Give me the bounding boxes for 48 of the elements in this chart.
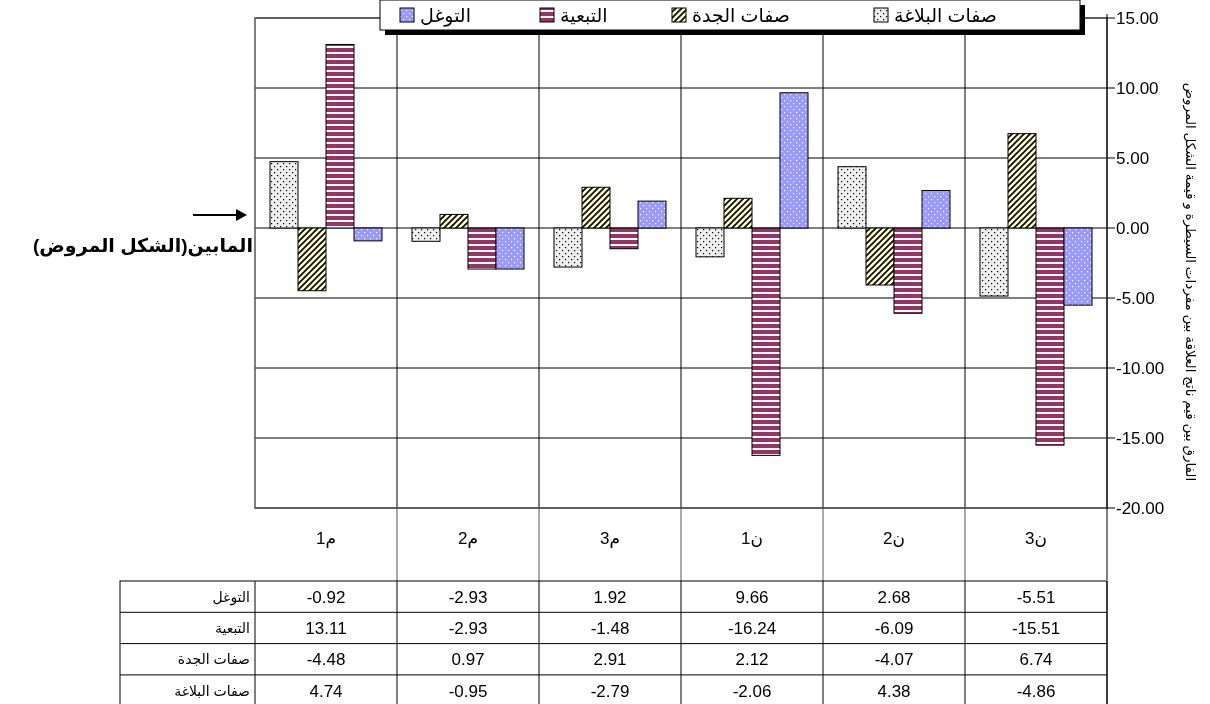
y-tick-label: 10.00: [1116, 79, 1159, 98]
x-tick-label: ن3: [1025, 529, 1047, 548]
x-tick-label: ن1: [741, 529, 763, 548]
data-label: -5.51: [1016, 587, 1056, 607]
data-label: -1.48: [590, 618, 630, 638]
data-label: -2.93: [448, 618, 488, 638]
data-label: 2.12: [735, 650, 769, 670]
data-label: -2.93: [448, 587, 488, 607]
data-label: 4.38: [877, 681, 911, 701]
data-label: 4.74: [309, 681, 343, 701]
data-label: -16.24: [727, 618, 777, 638]
data-label: -2.06: [732, 681, 772, 701]
x-tick-label: م2: [458, 529, 478, 548]
x-tick-label: م3: [600, 529, 620, 548]
x-tick-label: ن2: [883, 529, 905, 548]
y-axis-title: الفارق بين قيم ناتج العلاقة بين مفردات السيطرة و قيمة الشكل المروض: [1182, 82, 1198, 482]
text: صفات البلاغة: [174, 682, 250, 699]
data-label: -15.51: [1011, 618, 1061, 638]
data-label: -4.07: [874, 650, 914, 670]
y-tick-label: 5.00: [1116, 149, 1150, 168]
data-label: -6.09: [874, 618, 914, 638]
data-label: 2.68: [877, 587, 911, 607]
text: التوغل: [212, 588, 250, 605]
y-tick-label: -20.00: [1116, 499, 1165, 518]
data-label: -4.48: [306, 650, 346, 670]
data-label: -0.95: [448, 681, 488, 701]
data-label: -4.86: [1016, 681, 1056, 701]
text: المابين(الشكل المروض): [32, 235, 253, 257]
data-label: -2.79: [590, 681, 630, 701]
x-tick-label: م1: [316, 529, 336, 548]
data-label: 2.91: [593, 650, 627, 670]
text: صفات الجدة: [177, 651, 250, 668]
legend-label: التبعية: [560, 5, 608, 26]
y-tick-label: -10.00: [1116, 359, 1165, 378]
y-tick-label: 15.00: [1116, 9, 1159, 28]
data-label: 0.97: [451, 650, 485, 670]
legend-label: التوغل: [420, 5, 471, 27]
data-label: 9.66: [735, 587, 769, 607]
data-label: 6.74: [1019, 650, 1053, 670]
y-tick-label: 0.00: [1116, 219, 1150, 238]
legend-label: صفات البلاغة: [894, 5, 997, 26]
legend-label: صفات الجدة: [692, 5, 790, 26]
data-label: -0.92: [306, 587, 346, 607]
data-label: 1.92: [593, 587, 627, 607]
y-tick-label: -5.00: [1116, 289, 1155, 308]
data-label: 13.11: [305, 618, 347, 638]
text: التبعية: [214, 619, 250, 636]
y-tick-label: -15.00: [1116, 429, 1165, 448]
